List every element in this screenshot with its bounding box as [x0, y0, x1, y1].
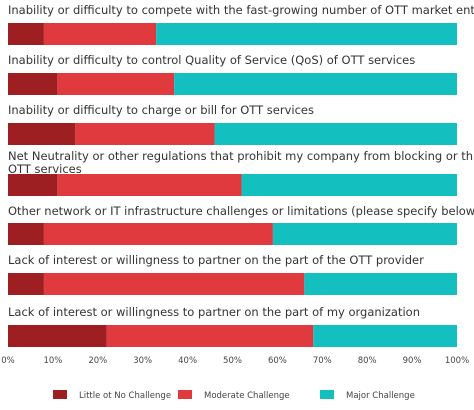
- bar-segment-little: [8, 325, 107, 347]
- bar-segment-major: [174, 73, 457, 95]
- x-tick-label: 50%: [223, 356, 242, 366]
- x-tick-label: 40%: [178, 356, 197, 366]
- category-label: Lack of interest or willingness to partn…: [8, 305, 420, 319]
- x-axis: 0% 10% 20% 30% 40% 50% 60% 70% 80% 90% 100%: [1, 356, 469, 366]
- bar-segment-major: [214, 123, 457, 145]
- x-tick-label: 100%: [445, 356, 469, 366]
- x-tick-label: 90%: [403, 356, 422, 366]
- bar-segment-moderate: [43, 223, 273, 245]
- x-tick-label: 20%: [88, 356, 107, 366]
- legend: Little ot No Challenge Moderate Challenge…: [53, 390, 415, 401]
- bar-segment-moderate: [106, 325, 314, 347]
- bar-segment-moderate: [43, 23, 157, 45]
- legend-label: Moderate Challenge: [204, 391, 290, 401]
- x-tick-label: 70%: [313, 356, 332, 366]
- category-label: Net Neutrality or other regulations that…: [8, 149, 474, 176]
- bar-segment-little: [8, 23, 44, 45]
- bar-segment-moderate: [75, 123, 215, 145]
- bar-segment-moderate: [57, 174, 242, 196]
- bar-segment-little: [8, 123, 76, 145]
- legend-swatch: [178, 390, 192, 399]
- legend-swatch: [320, 390, 334, 399]
- bar-segment-moderate: [57, 73, 175, 95]
- category-labels: Inability or difficulty to compete with …: [8, 3, 474, 319]
- x-tick-label: 30%: [133, 356, 152, 366]
- x-tick-label: 80%: [358, 356, 377, 366]
- bar-segment-little: [8, 273, 44, 295]
- bar-segment-major: [304, 273, 457, 295]
- legend-swatch: [53, 390, 67, 399]
- legend-label: Little ot No Challenge: [79, 391, 171, 401]
- category-label: Inability or difficulty to control Quali…: [8, 53, 415, 67]
- legend-label: Major Challenge: [346, 391, 415, 401]
- category-label: Other network or IT infrastructure chall…: [8, 204, 474, 218]
- category-label: Inability or difficulty to compete with …: [8, 3, 474, 17]
- x-tick-label: 60%: [268, 356, 287, 366]
- bar-segment-little: [8, 223, 44, 245]
- bar-segment-little: [8, 174, 58, 196]
- bar-segment-moderate: [43, 273, 305, 295]
- bar-segment-major: [156, 23, 458, 45]
- category-label: Lack of interest or willingness to partn…: [8, 253, 424, 267]
- x-tick-label: 10%: [43, 356, 62, 366]
- bar-segment-little: [8, 73, 58, 95]
- bar-segment-major: [272, 223, 457, 245]
- bar-segment-major: [241, 174, 457, 196]
- bar-segment-major: [313, 325, 457, 347]
- category-label: Inability or difficulty to charge or bil…: [8, 103, 314, 117]
- bars-layer: [8, 23, 458, 347]
- x-tick-label: 0%: [1, 356, 15, 366]
